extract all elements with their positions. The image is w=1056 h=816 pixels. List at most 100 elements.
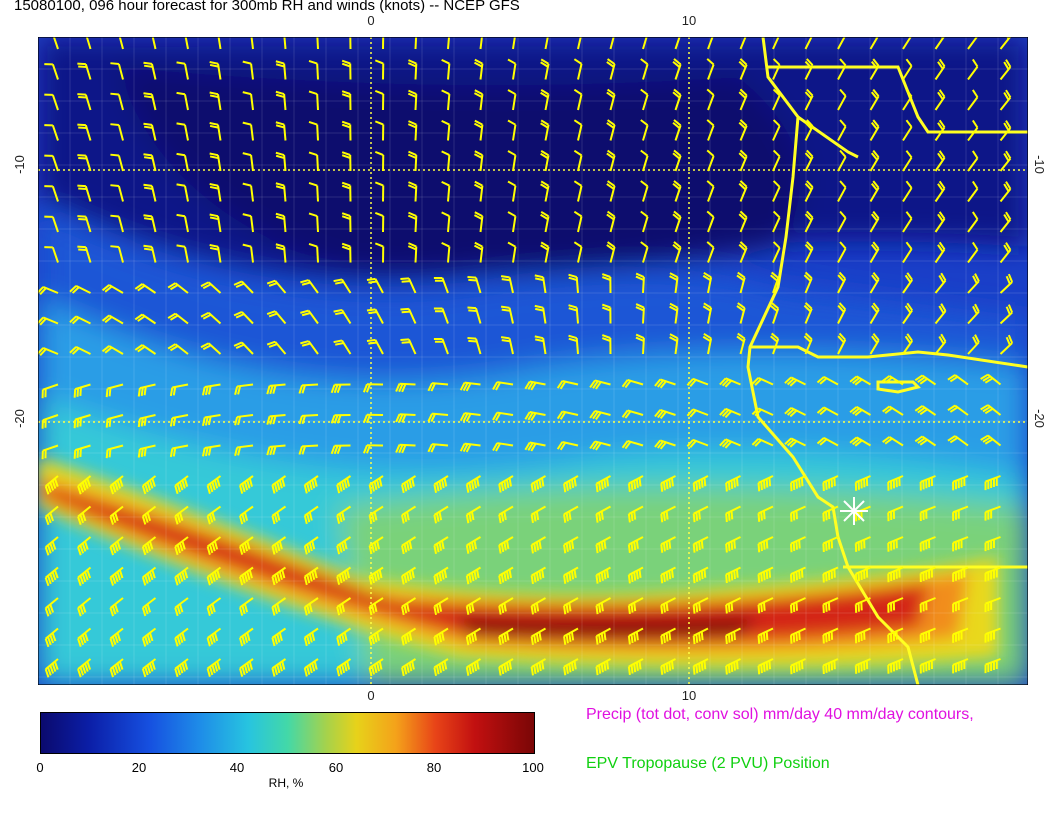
wind-barb	[999, 150, 1012, 172]
wind-barb	[143, 244, 157, 263]
wind-barb	[101, 345, 124, 355]
wind-barb	[401, 627, 417, 646]
wind-barb	[882, 405, 904, 416]
wind-barb	[706, 119, 715, 141]
wind-barb	[366, 308, 384, 324]
wind-barb	[141, 597, 157, 617]
wind-barb	[441, 58, 451, 80]
wind-barb	[44, 597, 59, 617]
cbar-label-80: 80	[426, 760, 442, 775]
cbar-label-40: 40	[229, 760, 245, 775]
wind-barb	[110, 245, 124, 263]
wind-barb	[934, 241, 946, 264]
wind-barb	[174, 597, 189, 617]
wind-barb	[627, 475, 644, 493]
wind-barb	[336, 597, 352, 616]
wind-barb	[275, 60, 287, 80]
wind-barb	[635, 303, 645, 324]
wind-barb	[143, 153, 157, 172]
wind-barb	[242, 182, 254, 202]
wind-barb	[640, 119, 649, 141]
wind-barb	[854, 627, 871, 644]
wind-barb	[534, 335, 547, 355]
wind-barb	[772, 88, 781, 111]
wind-barb	[849, 436, 872, 447]
wind-barb	[167, 312, 189, 325]
wind-barb	[500, 275, 514, 294]
wind-barb	[233, 311, 254, 325]
wind-barb	[77, 627, 92, 647]
wind-barb	[803, 302, 813, 324]
wind-barb	[209, 213, 222, 233]
wind-barb	[44, 658, 59, 678]
wind-barb	[44, 536, 59, 556]
wind-barb	[44, 246, 59, 263]
right-tick-minus10: -10	[1031, 155, 1047, 174]
wind-barb	[530, 566, 546, 585]
wind-barb	[266, 279, 287, 294]
wind-barb	[473, 180, 484, 202]
wind-barb	[137, 414, 156, 428]
wind-barb	[507, 211, 517, 233]
wind-barb	[952, 505, 969, 521]
wind-barb	[137, 444, 156, 458]
wind-barb	[772, 58, 781, 80]
bottom-tick-10: 10	[681, 688, 697, 703]
wind-barb	[414, 37, 418, 50]
wind-barb	[492, 381, 514, 391]
wind-barb	[109, 658, 124, 678]
wind-barb	[669, 302, 679, 324]
wind-barb	[271, 536, 287, 555]
wind-barb	[563, 475, 579, 493]
wind-barb	[854, 566, 871, 583]
wind-barb	[336, 536, 352, 555]
wind-barb	[200, 281, 222, 294]
wind-barb	[134, 283, 157, 294]
wind-barb	[242, 213, 254, 233]
wind-barb	[308, 90, 319, 111]
wind-barb	[109, 566, 124, 586]
wind-barb	[947, 435, 969, 447]
wind-barb	[69, 315, 91, 325]
wind-barb	[595, 536, 611, 554]
wind-barb	[330, 444, 351, 455]
wind-barb	[44, 475, 59, 495]
wind-barb	[738, 37, 748, 50]
wind-barb	[984, 536, 1001, 552]
wind-barb	[952, 627, 969, 643]
wind-barb	[672, 210, 682, 233]
wind-barb	[640, 149, 649, 172]
wind-barb	[854, 536, 871, 552]
wind-barb	[784, 376, 806, 387]
wind-barb	[660, 597, 676, 614]
wind-barb	[395, 413, 416, 423]
wind-barb	[473, 211, 484, 233]
wind-barb	[902, 89, 913, 111]
wind-barb	[706, 241, 715, 263]
wind-barb	[627, 505, 644, 523]
wind-barb	[887, 566, 904, 583]
wind-barb	[869, 149, 880, 172]
wind-barb	[919, 475, 936, 491]
wind-barb	[595, 658, 611, 676]
wind-barb	[984, 627, 1001, 643]
wind-barb	[44, 124, 59, 141]
wind-barb	[837, 149, 847, 172]
wind-barb	[275, 243, 287, 263]
wind-barb	[789, 627, 806, 644]
wind-barb	[672, 119, 682, 141]
wind-barb	[308, 59, 319, 80]
wind-barb	[902, 241, 913, 264]
wind-barb	[999, 334, 1014, 355]
map-panel[interactable]	[38, 37, 1028, 685]
wind-barb	[473, 150, 484, 172]
wind-barb	[849, 406, 872, 417]
wind-barb	[174, 566, 189, 586]
wind-barb	[902, 119, 913, 142]
wind-barb	[736, 302, 746, 324]
wind-barb	[803, 332, 813, 355]
wind-barb	[465, 475, 482, 493]
wind-barb	[459, 442, 481, 453]
wind-barb	[209, 91, 222, 111]
colorbar-title: RH, %	[268, 776, 304, 790]
